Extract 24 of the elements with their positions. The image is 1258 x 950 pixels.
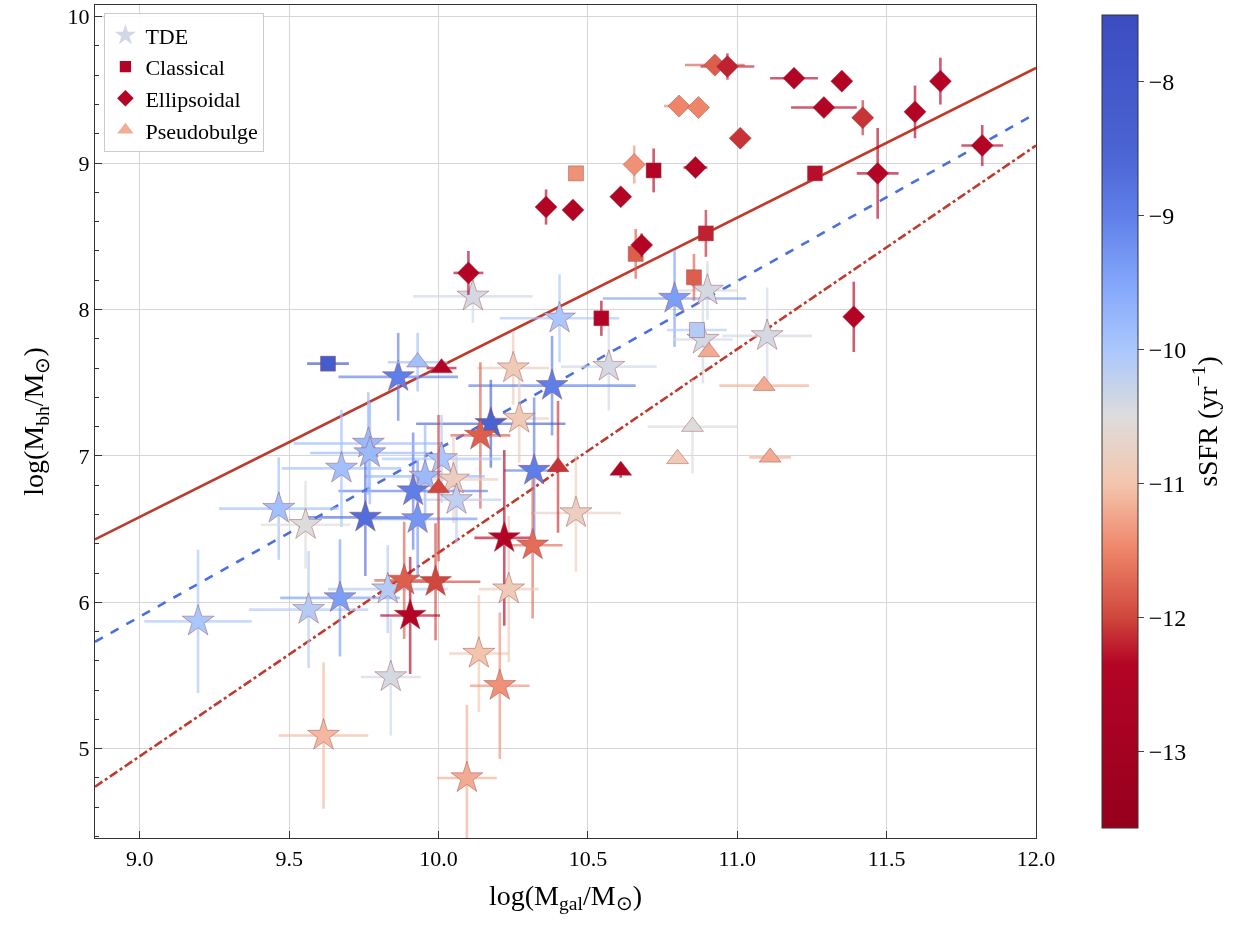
x-tick-label: 11.5 xyxy=(867,845,906,871)
legend-label: Classical xyxy=(145,55,225,81)
x-tick-label: 10.0 xyxy=(419,845,458,871)
x-tick-label: 9.5 xyxy=(275,845,303,871)
y-tick-label: 9 xyxy=(78,150,90,176)
x-tick-label: 11.0 xyxy=(718,845,757,871)
x-tick-label: 10.5 xyxy=(568,845,608,871)
y-tick-label: 5 xyxy=(78,736,90,762)
x-tick-label: 12.0 xyxy=(1016,845,1056,871)
x-axis-title: log(M$_{gal}$/M$_{⊙}$) xyxy=(489,879,642,915)
color-bar-label: −12 xyxy=(1148,605,1187,632)
color-bar-label: −11 xyxy=(1148,471,1186,498)
color-bar-label: −10 xyxy=(1148,337,1187,364)
legend-label: TDE xyxy=(145,23,189,49)
color-bar-label: −8 xyxy=(1148,69,1175,96)
y-tick-label: 6 xyxy=(78,590,90,615)
y-tick-label: 7 xyxy=(78,443,90,469)
legend-label: Pseudobulge xyxy=(145,118,258,144)
x-tick-label: 9.0 xyxy=(126,845,154,871)
y-tick-label: 8 xyxy=(78,297,90,323)
legend-label: Ellipsoidal xyxy=(145,86,241,112)
color-bar-label: −9 xyxy=(1148,203,1175,230)
y-tick-label: 10 xyxy=(67,4,90,30)
color-bar-label: −13 xyxy=(1148,739,1187,766)
